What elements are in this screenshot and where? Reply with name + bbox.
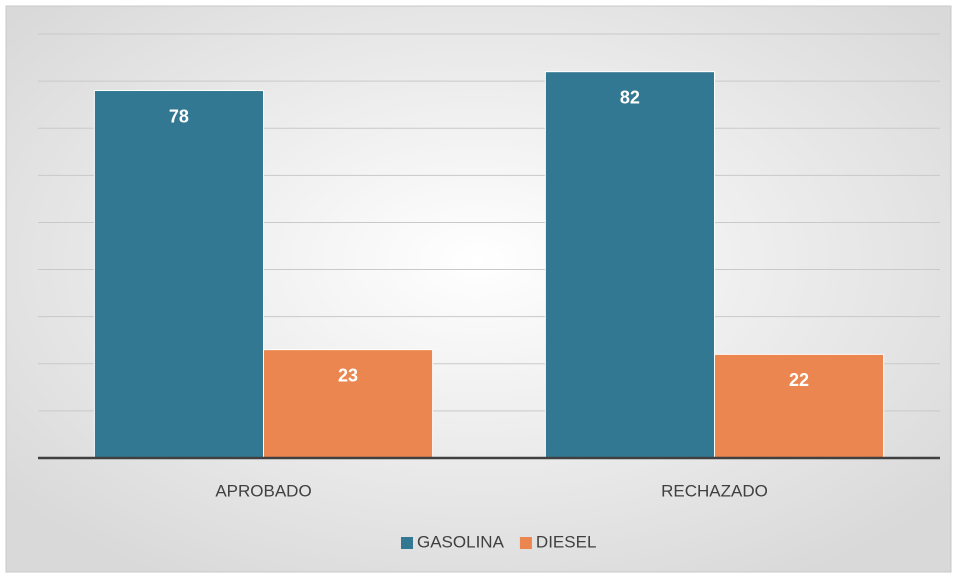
data-label: 78 [169, 106, 189, 126]
legend-label: DIESEL [536, 532, 596, 551]
bar [93, 90, 264, 459]
x-tick-label: APROBADO [215, 481, 311, 500]
bar [544, 71, 715, 459]
x-tick-label: RECHAZADO [661, 481, 768, 500]
bar [263, 349, 434, 459]
data-label: 23 [338, 365, 358, 385]
data-label: 22 [789, 370, 809, 390]
legend-swatch [401, 537, 413, 549]
legend-label: GASOLINA [417, 532, 505, 551]
legend-swatch [519, 537, 532, 549]
data-label: 82 [620, 87, 640, 107]
